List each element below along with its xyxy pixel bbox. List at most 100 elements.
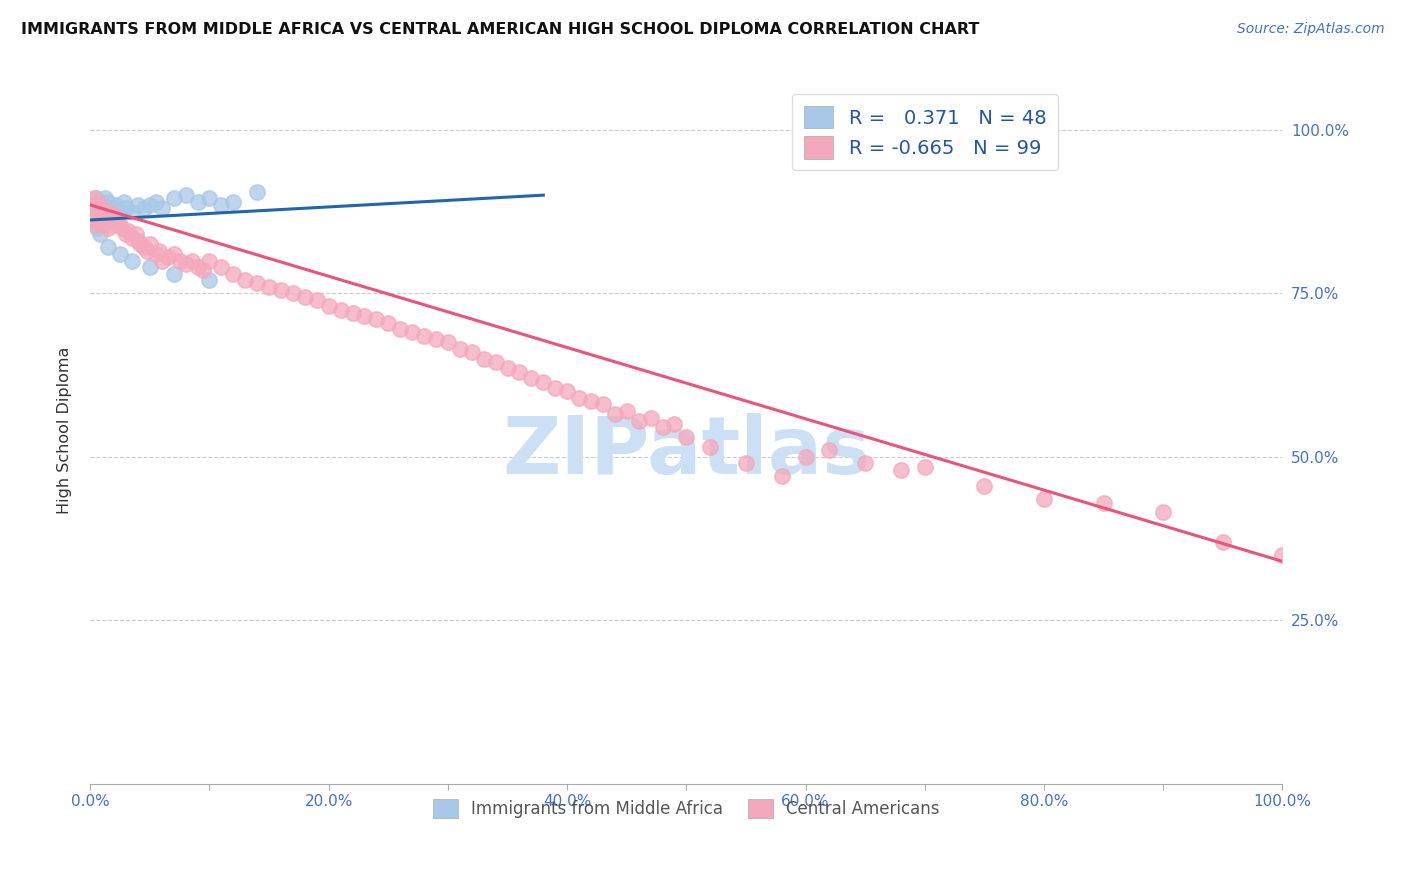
Point [83, 191, 105, 205]
Point [100, 208, 122, 222]
Point [124, 227, 146, 242]
Point [121, 230, 143, 244]
Point [973, 479, 995, 493]
Point [163, 247, 186, 261]
Point [531, 375, 554, 389]
Point [1152, 505, 1174, 519]
Point [305, 293, 328, 307]
Point [89, 198, 111, 212]
Point [198, 191, 221, 205]
Point [90, 208, 112, 222]
Point [508, 365, 530, 379]
Y-axis label: High School Diploma: High School Diploma [58, 347, 72, 515]
Point [94, 208, 117, 222]
Point [93, 191, 115, 205]
Point [111, 220, 134, 235]
Point [616, 404, 638, 418]
Point [794, 450, 817, 464]
Point [770, 469, 793, 483]
Point [86, 220, 108, 235]
Point [449, 342, 471, 356]
Point [169, 253, 191, 268]
Point [121, 204, 143, 219]
Point [105, 214, 128, 228]
Point [132, 240, 155, 254]
Point [127, 198, 149, 212]
Point [1092, 495, 1115, 509]
Point [87, 194, 110, 209]
Point [735, 456, 758, 470]
Point [425, 332, 447, 346]
Point [461, 345, 484, 359]
Point [198, 253, 221, 268]
Point [84, 214, 107, 228]
Point [132, 201, 155, 215]
Point [150, 253, 173, 268]
Point [108, 204, 131, 219]
Point [675, 430, 697, 444]
Point [342, 306, 364, 320]
Point [209, 198, 232, 212]
Point [145, 247, 167, 261]
Point [108, 247, 131, 261]
Point [84, 211, 107, 225]
Point [91, 218, 114, 232]
Point [329, 302, 352, 317]
Point [90, 211, 112, 225]
Point [94, 211, 117, 225]
Point [145, 194, 167, 209]
Point [1271, 548, 1294, 562]
Point [115, 201, 138, 215]
Text: ZIPatlas: ZIPatlas [502, 413, 870, 491]
Point [87, 208, 110, 222]
Point [651, 420, 673, 434]
Point [82, 201, 104, 215]
Point [627, 414, 650, 428]
Point [97, 220, 120, 235]
Point [664, 417, 686, 431]
Point [83, 208, 105, 222]
Point [246, 277, 269, 291]
Point [86, 218, 108, 232]
Point [640, 410, 662, 425]
Point [150, 201, 173, 215]
Point [84, 218, 107, 232]
Point [84, 198, 107, 212]
Point [91, 214, 114, 228]
Point [97, 194, 120, 209]
Point [579, 394, 602, 409]
Point [87, 211, 110, 225]
Point [853, 456, 876, 470]
Point [568, 391, 591, 405]
Point [148, 244, 170, 258]
Point [112, 194, 135, 209]
Point [156, 250, 179, 264]
Point [139, 237, 162, 252]
Point [914, 459, 936, 474]
Point [246, 185, 269, 199]
Point [105, 198, 128, 212]
Point [89, 227, 111, 242]
Point [84, 208, 107, 222]
Point [318, 299, 340, 313]
Point [91, 198, 114, 212]
Point [93, 214, 115, 228]
Point [270, 283, 292, 297]
Point [1212, 534, 1234, 549]
Point [84, 204, 107, 219]
Point [127, 234, 149, 248]
Point [129, 237, 152, 252]
Legend: Immigrants from Middle Africa, Central Americans: Immigrants from Middle Africa, Central A… [426, 792, 946, 825]
Point [163, 191, 186, 205]
Point [472, 351, 495, 366]
Point [84, 214, 107, 228]
Point [163, 267, 186, 281]
Point [174, 188, 197, 202]
Text: Source: ZipAtlas.com: Source: ZipAtlas.com [1237, 22, 1385, 37]
Point [193, 263, 215, 277]
Point [209, 260, 232, 274]
Point [555, 384, 578, 399]
Point [377, 316, 399, 330]
Point [89, 214, 111, 228]
Point [136, 244, 159, 258]
